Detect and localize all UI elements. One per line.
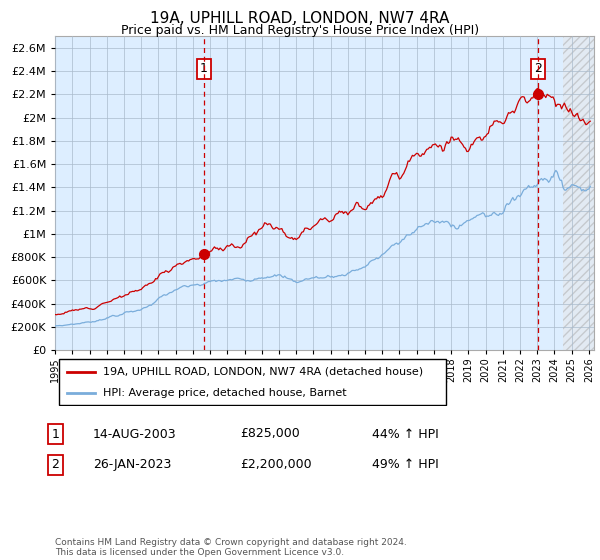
Bar xyxy=(563,36,594,350)
Text: 2: 2 xyxy=(51,458,59,472)
Text: 26-JAN-2023: 26-JAN-2023 xyxy=(93,458,172,472)
FancyBboxPatch shape xyxy=(59,360,446,405)
Text: £2,200,000: £2,200,000 xyxy=(240,458,311,472)
Text: 44% ↑ HPI: 44% ↑ HPI xyxy=(372,427,439,441)
Text: 1: 1 xyxy=(51,427,59,441)
Text: Contains HM Land Registry data © Crown copyright and database right 2024.
This d: Contains HM Land Registry data © Crown c… xyxy=(55,538,407,557)
Bar xyxy=(563,36,594,350)
Text: HPI: Average price, detached house, Barnet: HPI: Average price, detached house, Barn… xyxy=(103,388,346,398)
Text: 49% ↑ HPI: 49% ↑ HPI xyxy=(372,458,439,472)
Text: 14-AUG-2003: 14-AUG-2003 xyxy=(93,427,176,441)
Text: 19A, UPHILL ROAD, LONDON, NW7 4RA (detached house): 19A, UPHILL ROAD, LONDON, NW7 4RA (detac… xyxy=(103,367,423,377)
Text: Price paid vs. HM Land Registry's House Price Index (HPI): Price paid vs. HM Land Registry's House … xyxy=(121,24,479,36)
Text: 19A, UPHILL ROAD, LONDON, NW7 4RA: 19A, UPHILL ROAD, LONDON, NW7 4RA xyxy=(151,11,449,26)
Text: 1: 1 xyxy=(200,62,208,76)
Text: 2: 2 xyxy=(535,62,542,76)
Text: £825,000: £825,000 xyxy=(240,427,300,441)
